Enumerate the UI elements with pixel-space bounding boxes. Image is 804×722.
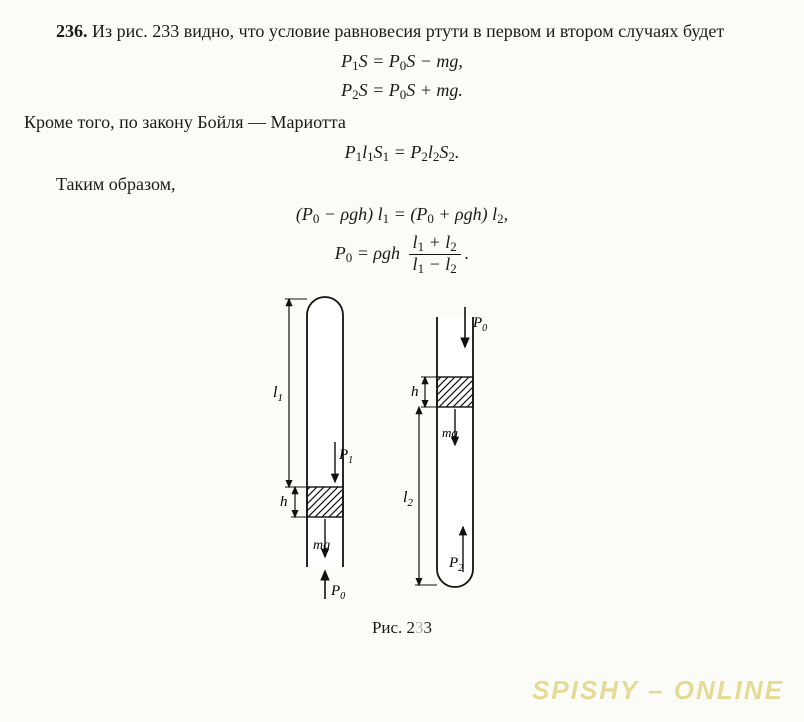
- label-h-left: h: [280, 494, 288, 510]
- label-p0-right: P0: [472, 315, 487, 334]
- figure-caption: Рис. 233: [24, 618, 780, 638]
- label-mg-left: mg: [313, 538, 330, 553]
- line-thus: Таким образом,: [24, 171, 780, 198]
- intro-text: Из рис. 233 видно, что условие равновеси…: [92, 21, 724, 41]
- equation-5: P0 = ρgh l1 + l2 l1 − l2 .: [24, 233, 780, 277]
- problem-number: 236.: [56, 21, 88, 41]
- label-l2: l2: [403, 489, 413, 509]
- tube-right: P0 h mg l2 P2: [403, 307, 487, 587]
- equation-4: (P0 − ρgh) l1 = (P0 + ρgh) l2,: [24, 204, 780, 227]
- label-mg-right: mg: [442, 425, 458, 440]
- equation-3: P1l1S1 = P2l2S2.: [24, 142, 780, 165]
- label-l1: l1: [273, 384, 283, 404]
- watermark: SPISHY – ONLINE: [532, 675, 784, 706]
- figure-233: l1 h P1 mg P0 P0 h: [24, 287, 780, 638]
- line-boyle: Кроме того, по закону Бойля — Мариотта: [24, 109, 780, 136]
- tube-left: l1 h P1 mg P0: [273, 297, 353, 602]
- label-h-right: h: [411, 384, 419, 400]
- equation-2: P2S = P0S + mg.: [24, 80, 780, 103]
- label-p0-left: P0: [330, 583, 345, 602]
- equation-1: P1S = P0S − mg,: [24, 51, 780, 74]
- problem-intro: 236. Из рис. 233 видно, что условие равн…: [24, 18, 780, 45]
